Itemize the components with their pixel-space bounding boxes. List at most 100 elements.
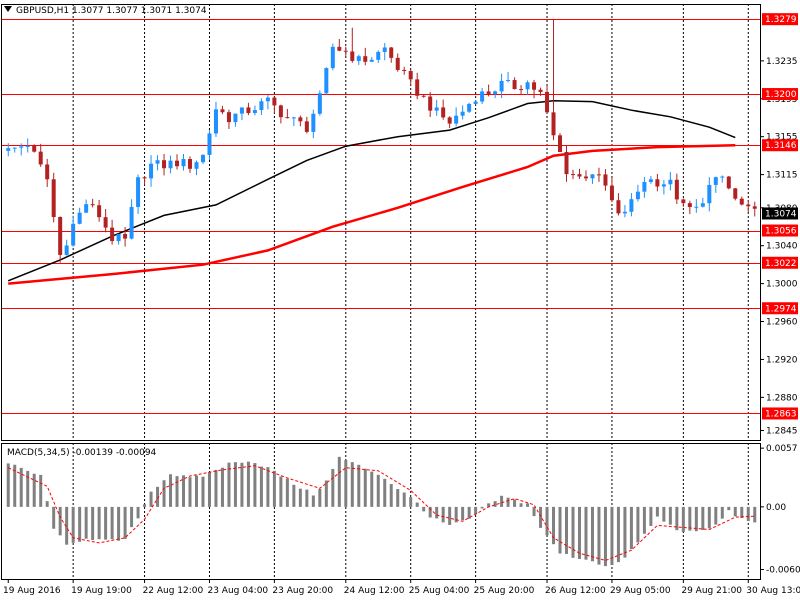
macd-bar <box>298 488 302 507</box>
candle-body <box>168 160 173 169</box>
macd-signal-line <box>7 465 755 562</box>
time-tick-label: 25 Aug 04:00 <box>409 586 470 596</box>
ma-slow-line <box>8 143 736 285</box>
macd-bar <box>246 461 250 507</box>
macd-bar <box>513 499 517 507</box>
candle-body <box>525 82 530 90</box>
macd-bar <box>207 472 211 507</box>
macd-bar <box>552 506 556 545</box>
macd-bar <box>143 504 147 507</box>
candle-body <box>136 177 141 207</box>
level-price-label: 1.3022 <box>765 259 797 269</box>
candle-body <box>506 80 511 82</box>
macd-bar <box>19 467 23 507</box>
candle-body <box>493 91 498 95</box>
macd-bar <box>571 506 575 558</box>
macd-bar <box>519 503 523 507</box>
macd-bar <box>493 501 497 507</box>
macd-bar <box>694 506 698 532</box>
main-frame <box>1 4 761 441</box>
candle-body <box>635 191 640 200</box>
macd-bar <box>78 506 82 542</box>
level-price-label-bg <box>762 302 798 315</box>
macd-bar <box>590 506 594 562</box>
candle-body <box>447 117 452 124</box>
candle-body <box>19 146 24 148</box>
candle-body <box>629 199 634 212</box>
triangle-down-icon[interactable] <box>4 6 12 12</box>
time-tick-label: 25 Aug 20:00 <box>474 586 535 596</box>
macd-bar <box>707 506 711 529</box>
macd-bar <box>201 476 205 507</box>
candle-body <box>421 95 426 97</box>
macd-bar <box>194 475 198 507</box>
macd-bar <box>396 489 400 507</box>
candle-body <box>45 164 50 180</box>
macd-bar <box>84 506 88 539</box>
macd-bar <box>110 506 114 540</box>
time-tick-label: 19 Aug 19:00 <box>71 586 132 596</box>
macd-bar <box>227 462 231 507</box>
candle-body <box>681 199 686 204</box>
candle-body <box>350 51 355 61</box>
macd-bar <box>558 506 562 554</box>
macd-bar <box>441 506 445 523</box>
time-tick-label: 30 Aug 13:00 <box>746 586 800 596</box>
macd-bar <box>565 506 569 554</box>
candle-body <box>84 204 89 213</box>
candle-body <box>376 51 381 60</box>
macd-bar <box>117 506 121 541</box>
macd-bar <box>169 474 173 507</box>
candle-body <box>213 109 218 134</box>
candle-body <box>707 184 712 204</box>
macd-bar <box>266 467 270 507</box>
time-tick-label: 22 Aug 12:00 <box>143 586 204 596</box>
macd-bar <box>500 495 504 507</box>
candle-body <box>661 184 666 187</box>
level-price-label: 1.2974 <box>765 304 797 314</box>
candle-body <box>155 160 160 164</box>
candle-body <box>499 80 504 92</box>
candle-body <box>596 174 601 176</box>
candle-body <box>739 198 744 205</box>
macd-bar <box>311 495 315 507</box>
macd-bar <box>532 506 536 517</box>
macd-bar <box>428 506 432 518</box>
macd-bar <box>233 462 237 507</box>
candle-body <box>291 117 296 119</box>
price-tick-label: 1.2880 <box>766 393 798 403</box>
candle-body <box>473 101 478 104</box>
macd-bar <box>162 480 166 507</box>
macd-bar <box>753 506 757 523</box>
level-price-labels: 1.3279 1.3200 1.3146 1.3056 1.3022 1.2974 1.28… <box>762 13 798 420</box>
candle-body <box>71 223 76 246</box>
moving-averages <box>7 99 736 285</box>
macd-bar <box>688 506 692 531</box>
macd-bar <box>480 506 484 509</box>
candle-body <box>188 159 193 169</box>
macd-bar <box>130 506 134 528</box>
macd-bar <box>474 506 478 515</box>
macd-bar <box>305 489 309 507</box>
candle-body <box>285 117 290 119</box>
candle-body <box>278 105 283 118</box>
macd-bar <box>175 476 179 507</box>
time-axis: 19 Aug 2016 19 Aug 19:00 22 Aug 12:00 23 Au… <box>3 579 800 596</box>
macd-bar <box>448 506 452 525</box>
candle-body <box>116 233 121 242</box>
candle-body <box>577 174 582 177</box>
candle-body <box>38 151 43 165</box>
candle-body <box>668 179 673 185</box>
candle-body <box>239 107 244 114</box>
macd-bar <box>363 468 367 507</box>
macd-bar <box>740 506 744 519</box>
level-price-label-bg <box>762 407 798 420</box>
candle-body <box>110 227 115 242</box>
macd-bar <box>636 506 640 543</box>
macd-bar <box>26 470 30 507</box>
macd-bar <box>65 506 69 545</box>
candle-body <box>622 211 627 214</box>
macd-bar <box>337 456 341 507</box>
level-price-label-bg <box>762 139 798 152</box>
